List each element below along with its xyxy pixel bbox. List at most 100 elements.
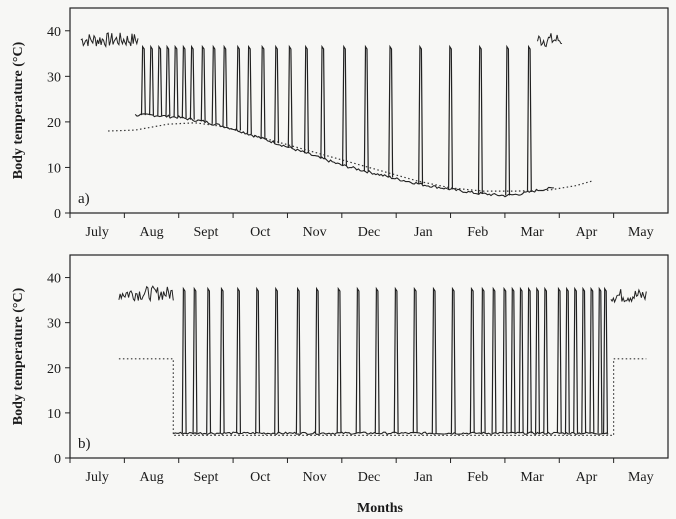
- arousal-spike: [200, 44, 206, 122]
- arousal-spike: [149, 44, 154, 116]
- x-tick-label: May: [628, 470, 654, 485]
- panel-a-chart: 0 10 20 30 40 July Aug Sept Oct Nov Dec Jan Feb Mar Ap…: [11, 7, 669, 240]
- x-tick-label: Nov: [303, 470, 327, 485]
- arousal-spike: [181, 44, 187, 119]
- arousal-spike: [480, 286, 486, 434]
- panel-b-chart: 0 10 20 30 40 July Aug Sept Oct Nov Dec Jan Feb Mar Ap…: [11, 254, 669, 485]
- x-tick-label: May: [628, 225, 654, 240]
- arousal-spike: [469, 286, 475, 434]
- arousal-spike: [564, 286, 570, 434]
- arousal-spike: [363, 44, 369, 172]
- arousal-spike: [165, 44, 171, 117]
- x-tick-label: Mar: [520, 470, 544, 485]
- x-tick-label: Dec: [358, 225, 381, 240]
- arousal-spike: [342, 44, 347, 166]
- x-tick-label: Mar: [520, 225, 544, 240]
- arousal-spike: [219, 286, 225, 434]
- arousal-spike: [412, 286, 418, 434]
- y-tick-label: 40: [47, 25, 61, 40]
- arousal-spike: [355, 286, 361, 434]
- plot-frame: [69, 254, 669, 459]
- arousal-spike: [246, 44, 252, 135]
- x-tick-label: Sept: [193, 225, 218, 240]
- arousal-spike: [502, 286, 508, 434]
- arousal-spike: [597, 286, 603, 434]
- y-tick-label: 20: [47, 116, 61, 131]
- y-tick-label: 40: [47, 272, 61, 287]
- y-axis-title: Body temperature (°C): [11, 41, 26, 179]
- arousal-spike: [505, 44, 511, 196]
- arousal-spike: [518, 286, 524, 434]
- arousal-spike: [274, 286, 280, 434]
- y-tick-label: 10: [47, 161, 61, 176]
- x-tick-label: Aug: [139, 225, 163, 240]
- arousal-spike: [374, 286, 380, 434]
- euthermic-trace: [80, 32, 139, 48]
- arousal-spike: [336, 286, 342, 434]
- arousal-spike: [274, 44, 280, 144]
- arousal-spike: [388, 44, 394, 178]
- x-tick-label: Apr: [576, 225, 598, 240]
- x-tick-label: Feb: [467, 225, 488, 240]
- panel-label: b): [78, 436, 91, 452]
- panel-label: a): [78, 191, 90, 207]
- arousal-spike: [510, 286, 516, 434]
- arousal-spike: [543, 286, 549, 434]
- x-tick-label: Jan: [414, 225, 433, 240]
- arousal-spike: [418, 44, 424, 185]
- x-axis-title: Months: [357, 501, 403, 516]
- arousal-spike: [304, 44, 309, 154]
- euthermic-trace: [118, 285, 174, 303]
- arousal-spike: [491, 286, 497, 434]
- euthermic-trace: [537, 33, 563, 48]
- euthermic-trace: [610, 288, 647, 304]
- arousal-spike: [448, 44, 453, 190]
- arousal-spike: [236, 286, 241, 434]
- x-tick-label: Dec: [358, 470, 381, 485]
- y-tick-label: 20: [47, 362, 61, 377]
- arousal-spike: [526, 44, 532, 193]
- torpor-trace: [173, 431, 609, 436]
- arousal-spike: [181, 286, 187, 434]
- arousal-spike: [450, 286, 456, 434]
- x-tick-label: Feb: [467, 470, 488, 485]
- arousal-spike: [573, 286, 579, 434]
- arousal-spike: [603, 286, 608, 434]
- arousal-spike: [189, 44, 195, 120]
- x-tick-label: July: [86, 225, 109, 240]
- arousal-spike: [581, 286, 587, 434]
- torpor-trace: [134, 113, 554, 198]
- y-tick-label: 10: [47, 407, 61, 422]
- arousal-spike: [320, 44, 326, 159]
- x-tick-label: Oct: [250, 470, 270, 485]
- arousal-spike: [393, 286, 399, 434]
- plot-frame: [69, 7, 669, 214]
- y-tick-label: 30: [47, 317, 61, 332]
- y-axis-title: Body temperature (°C): [11, 287, 26, 425]
- arousal-spike: [287, 44, 293, 148]
- arousal-spike: [206, 286, 212, 434]
- arousal-spike: [173, 44, 179, 118]
- x-tick-label: Aug: [139, 470, 163, 485]
- arousal-spike: [260, 44, 266, 139]
- x-tick-label: Nov: [303, 225, 327, 240]
- arousal-spike: [556, 286, 562, 434]
- y-tick-label: 0: [54, 207, 61, 222]
- arousal-spike: [431, 286, 437, 434]
- arousal-spike: [314, 286, 320, 434]
- arousal-spike: [211, 44, 217, 124]
- x-tick-label: Sept: [193, 470, 218, 485]
- arousal-spike: [526, 286, 532, 434]
- arousal-spike: [157, 44, 163, 116]
- arousal-spike: [192, 286, 198, 434]
- x-tick-label: Apr: [576, 470, 598, 485]
- arousal-spike: [140, 44, 146, 116]
- x-tick-label: July: [86, 470, 109, 485]
- arousal-spike: [222, 44, 228, 127]
- arousal-spike: [589, 286, 595, 434]
- arousal-spike: [477, 44, 483, 194]
- arousal-spike: [255, 286, 261, 434]
- arousal-spike: [535, 286, 540, 434]
- x-tick-label: Jan: [414, 470, 433, 485]
